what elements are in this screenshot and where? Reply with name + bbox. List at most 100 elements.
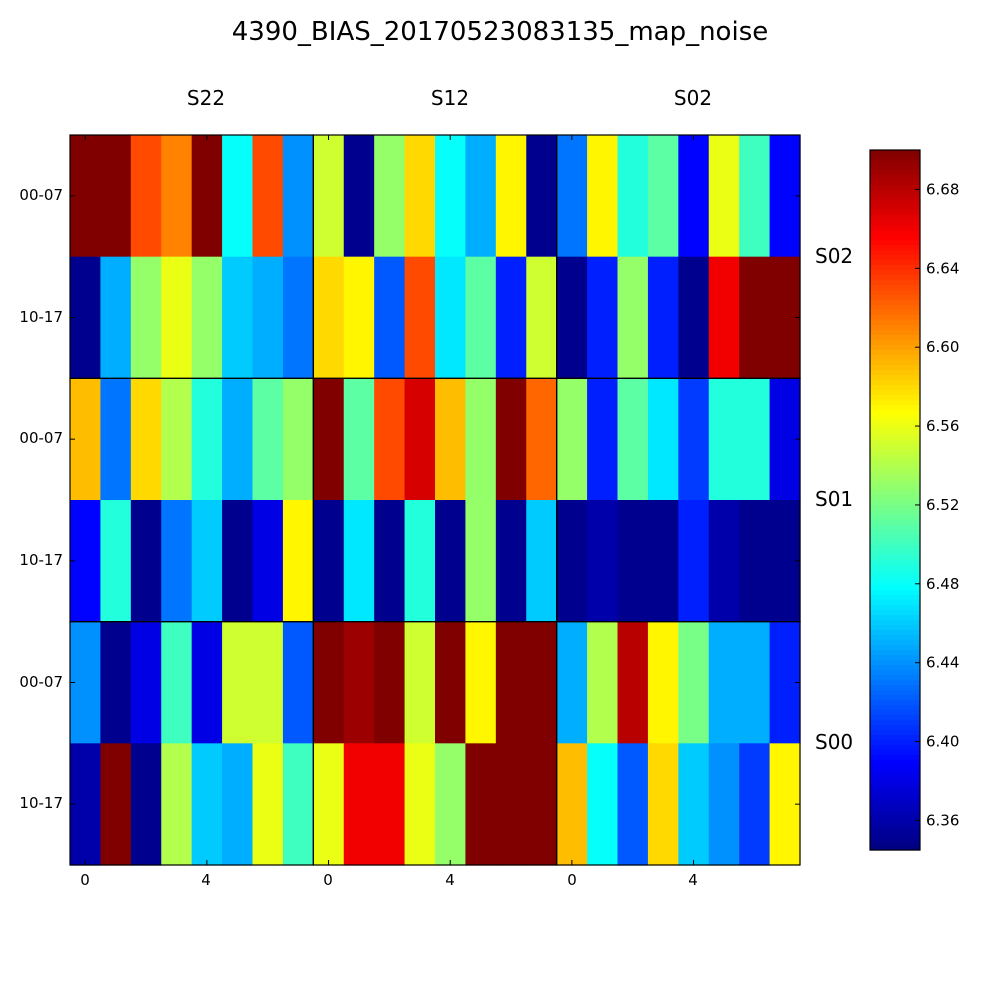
- colorbar-segment: [870, 445, 920, 451]
- colorbar-segment: [870, 660, 920, 666]
- heatmap-cell: [222, 256, 254, 379]
- x-tick-label: 4: [445, 871, 455, 889]
- heatmap-cell: [374, 135, 406, 258]
- colorbar-segment: [870, 450, 920, 456]
- colorbar-segment: [870, 360, 920, 366]
- colorbar-segment: [870, 490, 920, 496]
- colorbar-segment: [870, 180, 920, 186]
- heatmap-cell: [191, 743, 223, 866]
- heatmap-cell: [130, 378, 162, 501]
- colorbar-segment: [870, 590, 920, 596]
- colorbar-segment: [870, 365, 920, 371]
- heatmap-cell: [191, 621, 223, 744]
- colorbar-segment: [870, 725, 920, 731]
- heatmap-cell: [465, 256, 497, 379]
- row-group-label: S00: [815, 730, 853, 754]
- heatmap-cell: [465, 135, 497, 258]
- heatmap-cell: [374, 256, 406, 379]
- row-group-label: S02: [815, 244, 853, 268]
- colorbar-segment: [870, 345, 920, 351]
- colorbar-segment: [870, 630, 920, 636]
- colorbar-segment: [870, 525, 920, 531]
- colorbar-segment: [870, 150, 920, 156]
- heatmap-cell: [130, 621, 162, 744]
- heatmap-cell: [222, 378, 254, 501]
- colorbar-segment: [870, 185, 920, 191]
- colorbar-segment: [870, 665, 920, 671]
- heatmap-cell: [404, 621, 436, 744]
- heatmap-cell: [739, 135, 771, 258]
- heatmap-cell: [647, 378, 679, 501]
- heatmap-cell: [282, 621, 314, 744]
- heatmap-cell: [526, 135, 558, 258]
- colorbar-segment: [870, 620, 920, 626]
- heatmap-cell: [343, 135, 375, 258]
- panel-frames: [69, 134, 801, 866]
- colorbar-segment: [870, 760, 920, 766]
- heatmap-cell: [252, 378, 284, 501]
- heatmap-cell: [70, 743, 102, 866]
- colorbar-segment: [870, 350, 920, 356]
- colorbar-segment: [870, 485, 920, 491]
- heatmap-cell: [252, 256, 284, 379]
- heatmap-cell: [435, 621, 467, 744]
- x-tick-label: 0: [567, 871, 577, 889]
- heatmap-cell: [556, 500, 588, 623]
- colorbar-segment: [870, 190, 920, 196]
- colorbar-segment: [870, 610, 920, 616]
- heatmap-cell: [130, 135, 162, 258]
- colorbar-segment: [870, 375, 920, 381]
- colorbar-segment: [870, 830, 920, 836]
- row-tick-label: 10-17: [19, 794, 63, 812]
- colorbar-segment: [870, 785, 920, 791]
- colorbar-segment: [870, 465, 920, 471]
- colorbar-segment: [870, 200, 920, 206]
- colorbar-segment: [870, 355, 920, 361]
- heatmap-cell: [70, 500, 102, 623]
- colorbar-segment: [870, 405, 920, 411]
- colorbar-segment: [870, 500, 920, 506]
- heatmap-cell: [313, 500, 345, 623]
- heatmap-cell: [708, 500, 740, 623]
- heatmap-cell: [161, 256, 193, 379]
- colorbar-segment: [870, 775, 920, 781]
- heatmap-cell: [191, 256, 223, 379]
- heatmap-cell: [313, 256, 345, 379]
- colorbar-segment: [870, 530, 920, 536]
- colorbar-segment: [870, 440, 920, 446]
- heatmap-cell: [70, 378, 102, 501]
- colorbar-segment: [870, 560, 920, 566]
- colorbar-segment: [870, 675, 920, 681]
- colorbar-segment: [870, 720, 920, 726]
- heatmap-cell: [374, 500, 406, 623]
- heatmap-cell: [313, 135, 345, 258]
- colorbar-segment: [870, 270, 920, 276]
- heatmap-cell: [435, 743, 467, 866]
- heatmap-cell: [404, 378, 436, 501]
- heatmap-cell: [374, 743, 406, 866]
- colorbar-segment: [870, 475, 920, 481]
- heatmap-cell: [708, 135, 740, 258]
- colorbar-segment: [870, 220, 920, 226]
- colorbar-segment: [870, 455, 920, 461]
- heatmap-cell: [282, 256, 314, 379]
- heatmap-cell: [678, 256, 710, 379]
- colorbar-tick-label: 6.44: [926, 654, 959, 672]
- heatmap-cell: [526, 621, 558, 744]
- heatmap-cell: [343, 378, 375, 501]
- colorbar-segment: [870, 635, 920, 641]
- colorbar-segment: [870, 575, 920, 581]
- colorbar: 6.36 6.40 6.44 6.48 6.52 6.56 6.60 6.64 6.68: [869, 149, 959, 851]
- heatmap-cell: [678, 500, 710, 623]
- heatmap-cell: [617, 500, 649, 623]
- colorbar-segment: [870, 245, 920, 251]
- colorbar-segment: [870, 815, 920, 821]
- heatmap-cell: [343, 256, 375, 379]
- colorbar-segment: [870, 695, 920, 701]
- colorbar-tick-label: 6.56: [926, 417, 959, 435]
- heatmap-cell: [556, 621, 588, 744]
- heatmap-cell: [495, 621, 527, 744]
- heatmap-cell: [130, 500, 162, 623]
- colorbar-segment: [870, 410, 920, 416]
- heatmap-cell: [222, 135, 254, 258]
